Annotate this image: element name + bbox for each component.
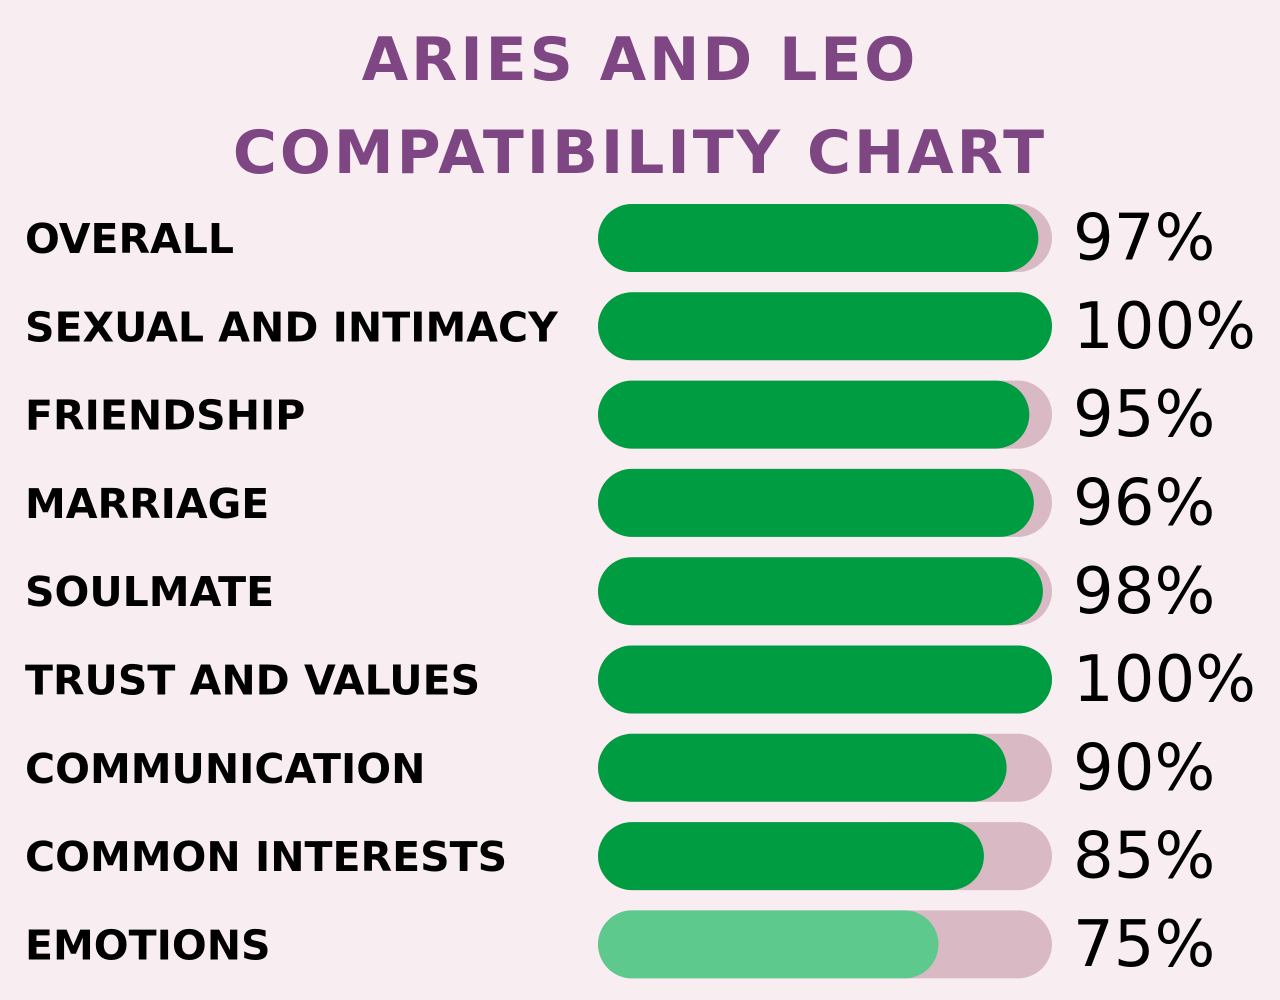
bar [598,557,1043,626]
bar [598,645,1052,714]
category-label: OVERALL [25,215,234,263]
bar [598,468,1034,537]
category-label: SEXUAL AND INTIMACY [25,303,559,351]
category-label: COMMON INTERESTS [25,833,507,881]
value-label: 96% [1073,466,1215,540]
chart-title: ARIES AND LEO COMPATIBILITY CHART [232,25,1048,188]
bar [598,380,1030,449]
bar [598,822,984,891]
value-label: 98% [1073,555,1215,629]
category-label: MARRIAGE [25,480,269,528]
value-label: 85% [1073,820,1215,894]
value-label: 100% [1073,643,1256,717]
bar [598,292,1052,361]
value-label: 95% [1073,378,1215,452]
value-label: 90% [1073,731,1215,805]
bar [598,204,1039,272]
category-label: FRIENDSHIP [25,392,305,440]
category-label: COMMUNICATION [25,745,425,793]
value-label: 75% [1073,908,1215,982]
category-label: TRUST AND VALUES [25,657,480,705]
category-label: SOULMATE [25,568,274,616]
bar [598,733,1007,802]
bar [598,910,939,979]
value-label: 97% [1073,202,1215,276]
category-label: EMOTIONS [25,921,271,969]
value-label: 100% [1073,290,1256,364]
